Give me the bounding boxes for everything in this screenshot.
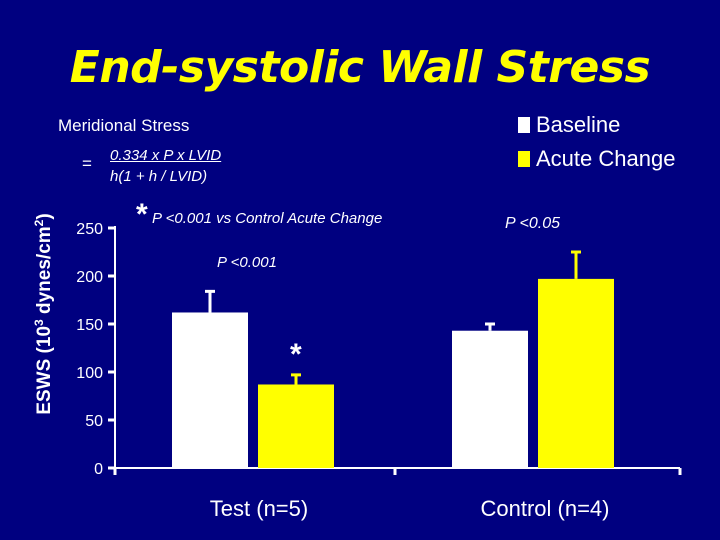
test-comparison-note: P <0.001 vs Control Acute Change: [152, 210, 383, 227]
legend: Baseline Acute Change: [518, 108, 675, 176]
bar-1-0: [452, 330, 528, 468]
legend-item-acute-change: Acute Change: [518, 142, 675, 176]
y-tick-label-100: 100: [76, 365, 103, 382]
formula-equals: =: [82, 154, 92, 173]
y-tick-label-50: 50: [85, 413, 103, 430]
bar-1-1: [538, 278, 614, 468]
y-tick-label-0: 0: [94, 461, 103, 478]
control-p-value: P <0.05: [505, 215, 561, 232]
formula-numerator: 0.334 x P x LVID: [110, 147, 222, 164]
acute-bar-star: *: [290, 338, 302, 371]
x-category-label-1: Control (n=4): [480, 496, 609, 521]
legend-label-baseline: Baseline: [536, 112, 621, 137]
meridional-label: Meridional Stress: [58, 116, 190, 135]
chart-title: End-systolic Wall Stress: [69, 42, 651, 93]
y-tick-label-250: 250: [76, 221, 103, 238]
legend-swatch-acute-change: [518, 151, 530, 167]
y-tick-label-200: 200: [76, 269, 103, 286]
y-tick-label-150: 150: [76, 317, 103, 334]
legend-label-acute-change: Acute Change: [536, 146, 676, 171]
x-category-label-0: Test (n=5): [210, 496, 308, 521]
bar-0-1: [258, 384, 334, 468]
significance-star: *: [136, 198, 148, 231]
formula-denominator: h(1 + h / LVID): [110, 168, 208, 185]
legend-swatch-baseline: [518, 117, 530, 133]
legend-item-baseline: Baseline: [518, 108, 675, 142]
bar-0-0: [172, 312, 248, 468]
test-p-value: P <0.001: [217, 254, 277, 271]
